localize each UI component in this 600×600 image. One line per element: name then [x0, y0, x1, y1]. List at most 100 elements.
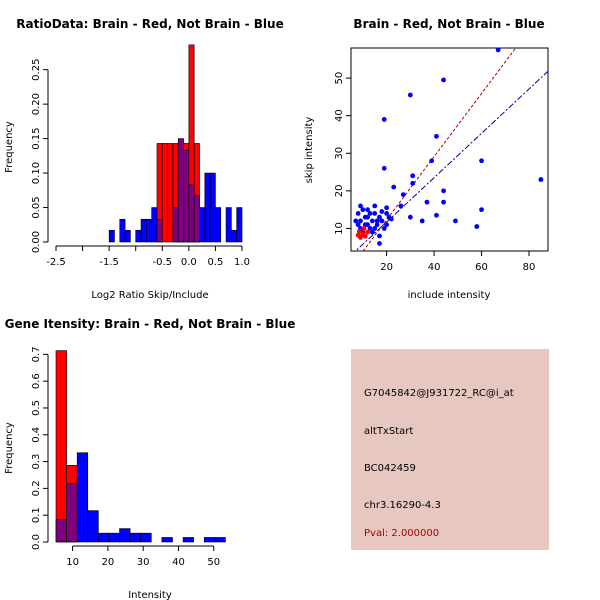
ratio-x-tick-label-3: 0.0: [181, 257, 197, 268]
ratio-bar-blue-27: [199, 207, 206, 243]
scatter-point-blue-43: [362, 222, 368, 228]
scatter-point-red-5: [356, 229, 362, 234]
scatter-point-blue-36: [381, 226, 387, 231]
scatter-point-blue-30: [367, 226, 373, 231]
ratio-bar-blue-16: [140, 218, 147, 243]
ratio-bar-blue-15: [135, 229, 142, 243]
intensity-y-axis-label: Frequency: [4, 422, 15, 474]
scatter-point-blue-46: [369, 229, 375, 235]
scatter-point-blue-9: [410, 173, 416, 179]
scatter-point-blue-25: [355, 211, 361, 216]
intensity-x-tick-label-1: 20: [102, 557, 115, 568]
scatter-point-blue-20: [453, 218, 458, 224]
intensity-y-tick-label-6: 0.6: [31, 373, 42, 389]
intensity-bar-blue-0: [55, 519, 67, 543]
scatter-point-blue-55: [372, 203, 378, 209]
ratio-bar-red-21: [167, 143, 174, 243]
scatter-point-blue-13: [424, 199, 430, 205]
info-panel-background: [351, 349, 549, 550]
intensity-y-tick-label-2: 0.2: [31, 480, 42, 496]
ratio-x-tick-label-0: -2.5: [46, 257, 66, 268]
scatter-point-blue-1: [441, 77, 446, 83]
scatter-point-blue-26: [360, 207, 366, 213]
intensity-bar-blue-2: [76, 452, 89, 543]
intensity-bar-red-0: [55, 350, 67, 543]
scatter-point-red-6: [361, 226, 367, 231]
ratio-bar-blue-33: [231, 229, 237, 243]
ratio-x-tick-label-2: -0.5: [153, 257, 173, 268]
ratio-bar-blue-32: [225, 207, 232, 243]
scatter-point-blue-3: [381, 117, 387, 122]
ratio-y-tick-label-2: 0.10: [31, 162, 42, 184]
ratio-bar-blue-23: [177, 138, 184, 243]
scatter-point-blue-34: [377, 214, 382, 220]
ratio-chart-title: RatioData: Brain - Red, Not Brain - Blue: [16, 17, 283, 31]
intensity-bar-blue-4: [98, 532, 110, 543]
scatter-point-red-1: [358, 235, 363, 240]
scatter-point-blue-0: [495, 47, 501, 53]
scatter-point-blue-54: [365, 207, 371, 213]
scatter-point-red-3: [362, 233, 368, 239]
ratio-y-tick-label-3: 0.15: [31, 127, 42, 149]
ratio-x-tick-label-1: -1.5: [99, 257, 119, 268]
ratio-bars: [108, 44, 243, 243]
ratio-y-tick-label-0: 0.00: [31, 231, 42, 253]
scatter-y-tick-label-1: 20: [334, 184, 345, 197]
scatter-fit-lines: [354, 48, 548, 251]
ratio-bar-blue-26: [193, 195, 200, 243]
intensity-bar-blue-1: [66, 483, 78, 543]
scatter-x-tick-label-2: 60: [475, 262, 488, 273]
intensity-y-tick-label-7: 0.7: [31, 346, 42, 362]
scatter-x-axis-label: include intensity: [408, 290, 491, 301]
location-text: chr3.16290-4.3: [364, 500, 441, 511]
scatter-x-tick-label-0: 20: [380, 262, 393, 273]
ratio-bar-blue-17: [146, 218, 152, 243]
scatter-point-blue-44: [365, 214, 371, 220]
scatter-point-blue-14: [398, 203, 404, 209]
scatter-y-tick-label-0: 10: [334, 222, 345, 235]
scatter-point-blue-18: [434, 212, 439, 218]
scatter-point-blue-24: [474, 224, 480, 229]
intensity-bars: [55, 350, 226, 543]
scatter-point-blue-8: [381, 165, 387, 171]
scatter-point-blue-52: [386, 214, 392, 220]
scatter-point-blue-39: [353, 218, 359, 224]
ratio-bar-blue-28: [204, 172, 211, 243]
scatter-point-blue-33: [374, 222, 380, 228]
ratio-y-tick-label-1: 0.05: [31, 196, 42, 218]
ratio-bar-blue-13: [124, 229, 131, 243]
blue-fit-line: [354, 70, 548, 251]
scatter-y-tick-label-2: 30: [334, 147, 345, 160]
scatter-point-blue-35: [379, 218, 385, 224]
intensity-histogram-panel: Gene Itensity: Brain - Red, Not Brain - …: [4, 317, 295, 600]
ratio-bar-blue-34: [236, 207, 243, 243]
ratio-bar-blue-25: [188, 184, 195, 243]
ratio-bar-blue-10: [108, 229, 115, 243]
scatter-plot-box: [350, 47, 549, 252]
ratio-y-axis-label: Frequency: [4, 121, 15, 173]
accession-text: BC042459: [364, 463, 416, 474]
intensity-y-tick-label-0: 0.0: [31, 534, 42, 550]
scatter-point-blue-51: [384, 211, 390, 216]
scatter-point-blue-45: [367, 211, 373, 216]
scatter-point-blue-22: [391, 184, 397, 190]
ratio-bar-blue-29: [209, 172, 216, 243]
intensity-chart-title: Gene Itensity: Brain - Red, Not Brain - …: [5, 317, 296, 331]
scatter-point-blue-7: [429, 158, 435, 164]
scatter-point-blue-16: [379, 209, 385, 214]
scatter-axes: 20 40 60 80 10 20 30 40 50: [334, 72, 535, 273]
scatter-point-blue-5: [538, 177, 544, 182]
ratio-bar-blue-22: [172, 207, 179, 243]
scatter-y-tick-label-3: 40: [334, 109, 345, 122]
ratio-x-tick-label-4: 0.5: [207, 257, 223, 268]
scatter-point-blue-17: [479, 207, 484, 213]
scatter-point-blue-19: [407, 214, 413, 220]
scatter-point-blue-47: [372, 226, 378, 231]
scatter-point-blue-50: [377, 241, 382, 246]
ratio-bar-blue-19: [156, 218, 163, 243]
scatter-point-blue-32: [372, 211, 378, 216]
intensity-x-tick-label-4: 50: [207, 557, 220, 568]
ratio-bar-blue-18: [151, 207, 158, 243]
scatter-y-axis-label: skip intensity: [304, 117, 315, 184]
